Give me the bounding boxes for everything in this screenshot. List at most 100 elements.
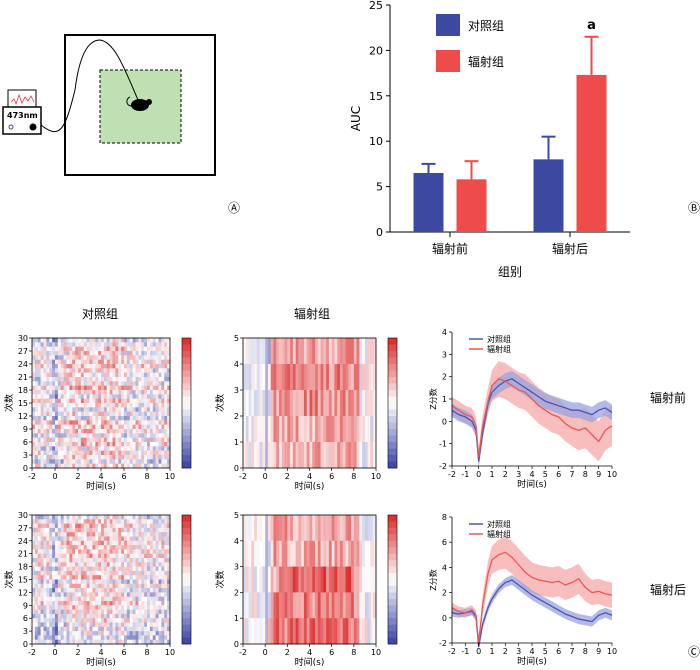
heatmap-cell	[40, 424, 44, 430]
heatmap-cell	[95, 364, 99, 369]
heatmap-cell	[115, 639, 119, 645]
heatmap-cell	[118, 377, 122, 382]
heatmap-cell	[32, 588, 36, 593]
heatmap-cell	[126, 442, 131, 447]
x-tick-label: 10	[165, 472, 175, 481]
heatmap-cell	[40, 639, 44, 645]
heatmap-cell	[118, 583, 122, 589]
heatmap-cell	[109, 364, 113, 369]
heatmap-cell	[46, 588, 50, 593]
heatmap-cell	[83, 346, 87, 352]
column-title-control: 对照组	[82, 307, 118, 321]
heatmap-cell	[49, 364, 53, 369]
heatmap-cell	[52, 420, 56, 425]
heatmap-cell	[152, 385, 156, 391]
heatmap-cell	[83, 605, 87, 610]
heatmap-cell	[118, 626, 122, 632]
heatmap-cell	[161, 455, 165, 460]
heatmap-cell	[351, 390, 355, 417]
heatmap-cell	[103, 540, 108, 546]
heatmap-cell	[98, 420, 102, 425]
heatmap-cell	[270, 515, 274, 542]
heatmap-cell	[147, 381, 151, 386]
heatmap-cell	[95, 631, 99, 636]
heatmap-cell	[126, 527, 131, 533]
heatmap-cell	[52, 407, 56, 412]
heatmap-cell	[43, 588, 47, 593]
x-tick-label: 2	[285, 472, 290, 481]
heatmap-cell	[83, 515, 87, 520]
heatmap-cell	[89, 592, 93, 597]
colorbar-cell	[182, 416, 191, 423]
y-tick-label: 3	[23, 627, 28, 636]
heatmap-cell	[89, 463, 93, 469]
heatmap-cell	[124, 631, 128, 636]
x-axis-label: 时间(s)	[86, 480, 116, 492]
heatmap-cell	[60, 446, 64, 451]
heatmap-cell	[138, 377, 142, 382]
heatmap-cell	[254, 364, 258, 391]
heatmap-cell	[315, 540, 319, 567]
colorbar-cell	[388, 448, 397, 456]
heatmap-cell	[167, 442, 171, 447]
heatmap-cell	[161, 515, 165, 520]
heatmap-cell	[92, 442, 96, 447]
heatmap-cell	[135, 536, 139, 542]
heatmap-cell	[60, 372, 64, 378]
heatmap-cell	[109, 450, 113, 456]
heatmap-cell	[138, 588, 142, 593]
heatmap-cell	[135, 562, 139, 567]
heatmap-cell	[46, 605, 50, 610]
heatmap-cell	[109, 635, 113, 640]
heatmap-cell	[248, 618, 252, 645]
heatmap-cell	[69, 450, 73, 456]
heatmap-cell	[32, 442, 36, 447]
heatmap-cell	[89, 583, 93, 589]
colorbar-cell	[388, 566, 397, 574]
heatmap-cell	[46, 338, 50, 343]
heatmap-cell	[40, 523, 44, 529]
colorbar-cell	[388, 461, 397, 469]
heatmap-cell	[155, 519, 159, 524]
heatmap-cell	[69, 570, 73, 576]
heatmap-cell	[259, 416, 263, 443]
heatmap-cell	[158, 596, 162, 602]
heatmap-cell	[52, 372, 56, 378]
heatmap-cell	[149, 424, 154, 430]
heatmap-cell	[37, 515, 41, 520]
heatmap-cell	[135, 515, 139, 520]
heatmap-cell	[80, 459, 85, 464]
heatmap-cell	[155, 364, 159, 369]
heatmap-cell	[118, 540, 122, 546]
heatmap-cell	[32, 351, 36, 356]
heatmap-cell	[126, 390, 131, 395]
heatmap-cell	[55, 463, 59, 469]
heatmap-cell	[83, 403, 87, 408]
colorbar-cell	[182, 396, 191, 404]
heatmap-cell	[55, 588, 59, 593]
heatmap-cell	[49, 403, 53, 408]
heatmap-cell	[158, 631, 162, 636]
heatmap-cell	[86, 523, 90, 529]
heatmap-cell	[32, 583, 36, 589]
heatmap-cell	[98, 532, 102, 537]
heatmap-cell	[40, 540, 44, 546]
heatmap-cell	[132, 545, 136, 550]
heatmap-cell	[34, 609, 39, 615]
heatmap-cell	[69, 368, 73, 373]
heatmap-cell	[155, 558, 159, 563]
heatmap-cell	[60, 377, 64, 382]
heatmap-cell	[245, 515, 249, 542]
heatmap-cell	[92, 515, 96, 520]
heatmap-cell	[66, 609, 70, 615]
heatmap-cell	[149, 359, 154, 365]
heatmap-cell	[95, 536, 99, 542]
heatmap-cell	[315, 592, 319, 619]
heatmap-cell	[109, 403, 113, 408]
heatmap-cell	[49, 429, 53, 434]
heatmap-cell	[49, 372, 53, 378]
heatmap-cell	[351, 592, 355, 619]
heatmap-cell	[124, 342, 128, 347]
heatmap-cell	[40, 626, 44, 632]
heatmap-cell	[155, 377, 159, 382]
